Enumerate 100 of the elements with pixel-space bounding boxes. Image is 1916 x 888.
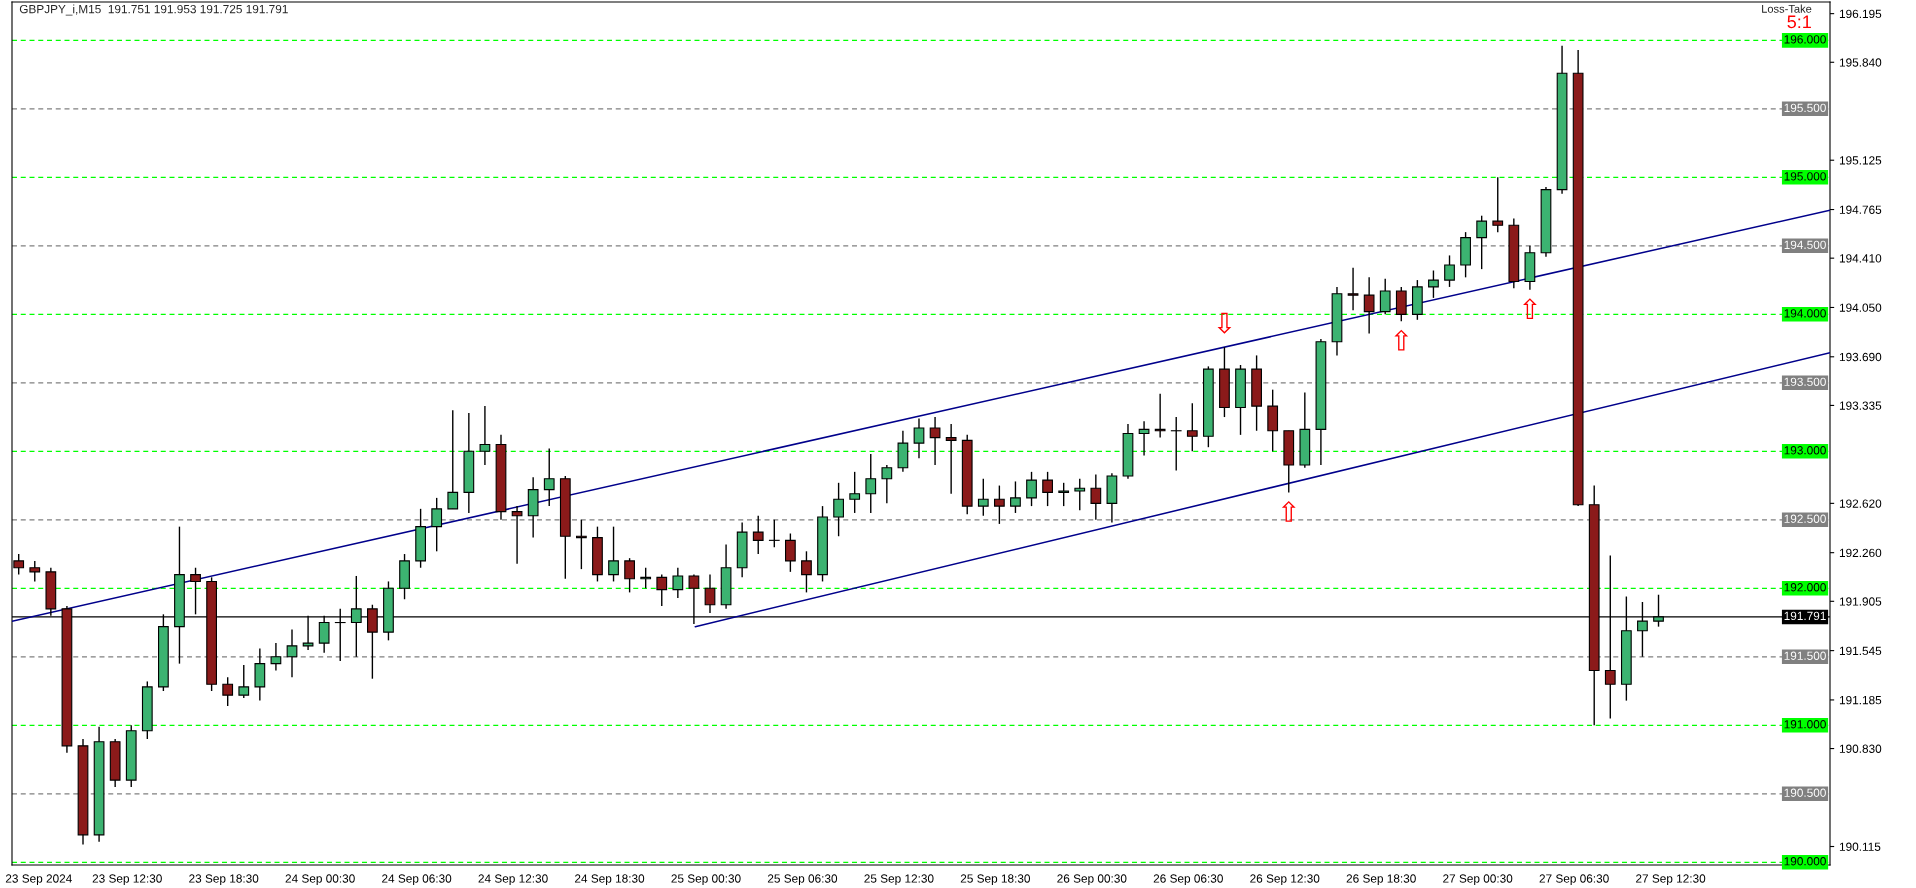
candlestick	[768, 519, 780, 548]
y-tick-label: 191.185	[1839, 695, 1882, 705]
candlestick	[238, 664, 250, 699]
ref-line-label: 191.000	[1784, 720, 1826, 729]
x-tick-label: 26 Sep 12:30	[1250, 874, 1320, 886]
x-tick-label: 25 Sep 12:30	[864, 874, 934, 886]
candlestick	[1090, 473, 1102, 521]
candlestick	[479, 405, 491, 466]
ref-line-label: 192.500	[1784, 514, 1826, 523]
annotation: ⇧	[1281, 500, 1296, 522]
candlestick	[1363, 276, 1375, 335]
x-tick-label: 25 Sep 18:30	[960, 874, 1031, 886]
candlestick	[1010, 480, 1021, 514]
candlestick	[1042, 471, 1053, 507]
candlestick	[833, 482, 844, 537]
annotation: ⇧	[1394, 329, 1409, 351]
x-tick-label: 23 Sep 18:30	[189, 874, 259, 886]
ref-line-label: 194.500	[1784, 240, 1826, 249]
annotation: 5:1	[1787, 15, 1811, 29]
x-tick-label: 27 Sep 06:30	[1539, 874, 1609, 886]
ref-line-label: 191.500	[1784, 651, 1826, 660]
candlestick	[752, 514, 764, 555]
annotation: ⇧	[1523, 298, 1537, 320]
x-tick-label: 25 Sep 00:30	[671, 874, 741, 886]
y-tick-label: 196.195	[1839, 9, 1882, 19]
candlestick	[1395, 286, 1407, 322]
candlestick	[1379, 278, 1391, 316]
x-tick-label: 24 Sep 12:30	[478, 874, 548, 886]
x-tick-label: 24 Sep 18:30	[574, 874, 645, 886]
candlestick	[1138, 420, 1150, 457]
candlestick	[511, 505, 523, 565]
candlestick	[1186, 402, 1198, 453]
candlestick	[913, 417, 925, 459]
candlestick	[801, 550, 812, 594]
candlestick	[1058, 482, 1070, 507]
annotation: Loss-Take	[1762, 4, 1812, 13]
y-tick-label: 193.335	[1839, 401, 1882, 410]
candlestick	[270, 642, 282, 672]
candlestick	[784, 532, 796, 573]
y-tick-label: 191.545	[1839, 646, 1882, 656]
ref-line-label: 195.500	[1784, 103, 1826, 113]
y-tick-label: 194.410	[1839, 254, 1882, 263]
ref-line-label: 192.000	[1784, 583, 1826, 592]
candlestick	[656, 573, 668, 607]
ref-line-label: 195.000	[1784, 172, 1826, 181]
y-tick-label: 194.765	[1839, 205, 1882, 214]
ref-line-label: 190.500	[1784, 788, 1826, 797]
candlestick	[29, 560, 41, 583]
candlestick	[945, 423, 957, 495]
ref-line-label: 193.500	[1784, 377, 1826, 386]
candlestick	[929, 416, 941, 466]
x-tick-label: 23 Sep 12:30	[92, 874, 162, 886]
candlestick	[447, 409, 459, 510]
y-tick-label: 194.050	[1839, 303, 1882, 312]
chart-title: GBPJPY_i,M15 191.751 191.953 191.725 191.791	[19, 4, 288, 16]
y-tick-label: 190.115	[1839, 842, 1881, 851]
candlestick	[286, 628, 298, 679]
y-tick-label: 195.125	[1839, 156, 1882, 165]
candlestick	[849, 471, 861, 514]
y-tick-label: 191.905	[1839, 597, 1882, 606]
y-tick-label: 192.260	[1839, 548, 1882, 558]
candlestick	[624, 557, 635, 594]
ref-line-label: 194.000	[1784, 309, 1826, 318]
y-tick-label: 195.840	[1839, 58, 1882, 67]
candlestick	[1476, 215, 1488, 270]
y-tick-label: 190.830	[1839, 744, 1882, 753]
candlestick	[1492, 176, 1504, 233]
x-tick-label: 27 Sep 12:30	[1636, 874, 1706, 886]
y-tick-label: 192.620	[1839, 499, 1882, 508]
candlestick	[431, 497, 443, 553]
candlestick	[608, 525, 619, 583]
candlestick	[672, 567, 684, 599]
x-tick-label: 24 Sep 06:30	[382, 874, 452, 886]
candlestick	[881, 464, 893, 505]
candlestick	[254, 647, 266, 702]
candlestick	[977, 478, 989, 517]
x-tick-label: 26 Sep 18:30	[1346, 874, 1416, 886]
ref-line-label: 193.000	[1784, 446, 1826, 455]
candlestick	[1428, 269, 1439, 299]
candlestick	[993, 484, 1005, 525]
ref-line-label: 191.791	[1784, 611, 1826, 621]
y-tick-label: 193.690	[1839, 352, 1882, 362]
x-tick-label: 25 Sep 06:30	[767, 874, 838, 886]
x-tick-label: 27 Sep 00:30	[1443, 874, 1513, 886]
x-tick-label: 26 Sep 06:30	[1153, 874, 1223, 886]
annotation: ⇩	[1217, 312, 1232, 334]
candlestick	[222, 676, 234, 707]
ref-line-label: 190.000	[1784, 857, 1826, 866]
x-tick-label: 23 Sep 2024	[5, 874, 72, 886]
x-tick-label: 26 Sep 00:30	[1057, 874, 1127, 886]
x-tick-label: 24 Sep 00:30	[285, 874, 355, 886]
candlestick	[865, 453, 877, 514]
candlestick	[1074, 478, 1086, 511]
candlestick	[543, 447, 555, 507]
candlestick	[1347, 267, 1359, 311]
candlestick	[1170, 416, 1182, 472]
ref-line-label: 196.000	[1784, 35, 1826, 44]
candlestick	[1026, 471, 1037, 507]
candlestick	[1444, 254, 1455, 288]
candlestick	[704, 573, 716, 614]
